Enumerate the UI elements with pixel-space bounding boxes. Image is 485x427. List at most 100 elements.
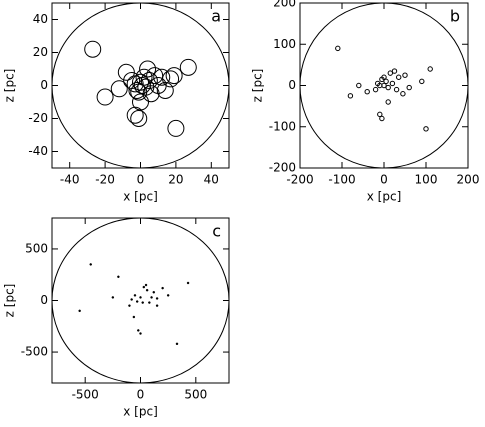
point: [89, 263, 92, 266]
y-tick-label: -100: [269, 119, 296, 133]
point: [389, 80, 396, 87]
x-tick-label: 200: [457, 173, 480, 187]
x-tick-label: 40: [204, 173, 219, 187]
x-axis-label: x [pc]: [123, 405, 158, 419]
plot-frame: [299, 2, 469, 169]
y-tick-label: -500: [21, 345, 48, 359]
y-tick-label: 200: [273, 0, 296, 10]
point: [78, 309, 81, 313]
point: [141, 301, 144, 304]
point: [166, 294, 170, 297]
point: [152, 291, 156, 294]
point: [387, 70, 393, 76]
point: [427, 66, 433, 72]
point: [356, 82, 362, 89]
x-tick-label: -20: [95, 173, 115, 187]
point: [144, 283, 148, 287]
point: [139, 60, 157, 78]
x-tick-label: -100: [328, 173, 355, 187]
x-tick-label: 0: [137, 388, 145, 402]
y-tick-label: -20: [28, 111, 48, 125]
point: [161, 286, 164, 290]
point: [150, 296, 153, 299]
point: [372, 86, 379, 93]
x-tick-label: 500: [184, 388, 207, 402]
y-axis-label: z [pc]: [251, 69, 265, 103]
point: [135, 300, 139, 303]
point: [385, 84, 391, 91]
point: [391, 68, 398, 74]
point: [111, 296, 115, 299]
point: [146, 67, 164, 85]
y-tick-label: -200: [269, 161, 296, 175]
panel-label: c: [212, 222, 221, 241]
point: [377, 111, 383, 118]
point: [130, 110, 148, 127]
point: [133, 294, 137, 297]
point: [153, 68, 171, 86]
point: [383, 78, 389, 85]
point: [128, 81, 146, 99]
x-tick-label: -500: [72, 388, 99, 402]
x-tick-label: 100: [415, 173, 438, 187]
y-tick-label: 0: [40, 78, 48, 92]
x-tick-label: -200: [286, 173, 313, 187]
y-tick-label: 20: [33, 45, 48, 59]
point: [175, 342, 179, 346]
panel-label: a: [211, 7, 221, 26]
point: [132, 93, 149, 111]
points: [78, 263, 190, 346]
x-tick-label: 0: [380, 173, 388, 187]
point: [84, 40, 102, 58]
boundary-circle: [299, 2, 469, 169]
point: [148, 301, 151, 304]
point: [364, 88, 370, 95]
point: [162, 70, 180, 88]
point: [145, 288, 149, 292]
point: [117, 275, 120, 279]
point: [155, 304, 159, 307]
point: [396, 74, 402, 80]
point: [377, 82, 383, 89]
point: [406, 84, 412, 91]
point: [155, 297, 159, 300]
point: [137, 329, 140, 332]
point: [385, 99, 391, 105]
point: [379, 115, 385, 122]
point: [126, 106, 144, 124]
point: [135, 68, 153, 86]
point: [139, 332, 142, 335]
point: [110, 80, 128, 98]
point: [423, 126, 429, 132]
y-axis-label: z [pc]: [3, 284, 17, 318]
panel-label: b: [450, 7, 460, 26]
point: [335, 45, 341, 52]
point: [381, 74, 387, 80]
point: [156, 81, 174, 99]
points: [335, 45, 433, 132]
point: [139, 296, 142, 299]
point: [132, 315, 136, 319]
point: [419, 78, 425, 85]
point: [128, 304, 131, 307]
point: [142, 285, 146, 289]
point: [347, 93, 354, 99]
x-tick-label: 20: [168, 173, 183, 187]
point: [400, 91, 406, 97]
plot-frame: [51, 217, 230, 384]
y-tick-label: -40: [28, 144, 48, 158]
point: [393, 86, 400, 93]
x-axis-label: x [pc]: [367, 190, 402, 204]
x-tick-label: 0: [137, 173, 145, 187]
y-axis-label: z [pc]: [3, 69, 17, 103]
point: [165, 67, 183, 85]
boundary-circle: [51, 217, 230, 384]
boundary-circle: [51, 2, 230, 169]
y-tick-label: 0: [288, 78, 296, 92]
point: [133, 77, 151, 94]
x-tick-label: -40: [60, 173, 80, 187]
plot-frame: [51, 2, 230, 169]
point: [167, 119, 185, 137]
points: [84, 40, 197, 137]
